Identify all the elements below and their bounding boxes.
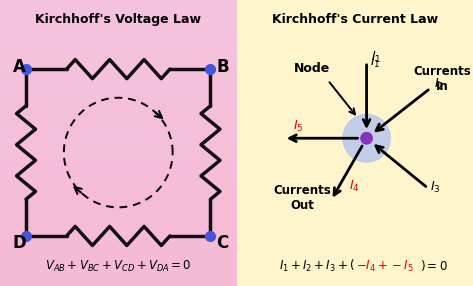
Circle shape: [361, 132, 372, 144]
Text: C: C: [216, 234, 228, 252]
Bar: [236, 0, 473, 286]
Bar: [0, 200, 236, 214]
Bar: [0, 14, 236, 29]
Bar: [0, 172, 236, 186]
Bar: [0, 57, 236, 72]
Text: $I_5$: $I_5$: [293, 119, 304, 134]
Text: Currents
Out: Currents Out: [274, 184, 332, 212]
Bar: [0, 114, 236, 129]
Text: Node: Node: [294, 62, 330, 76]
Bar: [0, 43, 236, 57]
Text: Currents
In: Currents In: [413, 65, 471, 93]
Text: $I_3$: $I_3$: [430, 180, 441, 195]
Circle shape: [343, 114, 390, 162]
Bar: [0, 100, 236, 114]
Text: A: A: [13, 58, 26, 76]
Text: Kirchhoff's Voltage Law: Kirchhoff's Voltage Law: [35, 13, 201, 26]
Bar: [0, 72, 236, 86]
Bar: [0, 0, 236, 286]
Bar: [0, 272, 236, 286]
Bar: [0, 0, 236, 14]
Text: $I_1$: $I_1$: [371, 50, 382, 65]
Bar: [0, 143, 236, 157]
Text: D: D: [13, 234, 26, 252]
Text: B: B: [216, 58, 229, 76]
Text: $)=0$: $)=0$: [420, 259, 447, 273]
Text: $I_2$: $I_2$: [434, 77, 444, 92]
Text: $I_1+I_2+I_3+($: $I_1+I_2+I_3+($: [279, 258, 355, 274]
Text: $V_{AB}+V_{BC}+V_{CD}+V_{DA}=0$: $V_{AB}+V_{BC}+V_{CD}+V_{DA}=0$: [45, 259, 192, 273]
Bar: [0, 86, 236, 100]
Bar: [0, 29, 236, 43]
Bar: [0, 214, 236, 229]
Text: $I_1$: $I_1$: [370, 54, 381, 69]
Text: $I_4$: $I_4$: [349, 179, 359, 194]
Bar: [0, 229, 236, 243]
Text: Kirchhoff's Current Law: Kirchhoff's Current Law: [272, 13, 438, 26]
Bar: [0, 243, 236, 257]
Bar: [0, 157, 236, 172]
Bar: [0, 186, 236, 200]
Text: $-I_4+-I_5$: $-I_4+-I_5$: [356, 259, 413, 273]
Bar: [0, 257, 236, 272]
Bar: [0, 129, 236, 143]
